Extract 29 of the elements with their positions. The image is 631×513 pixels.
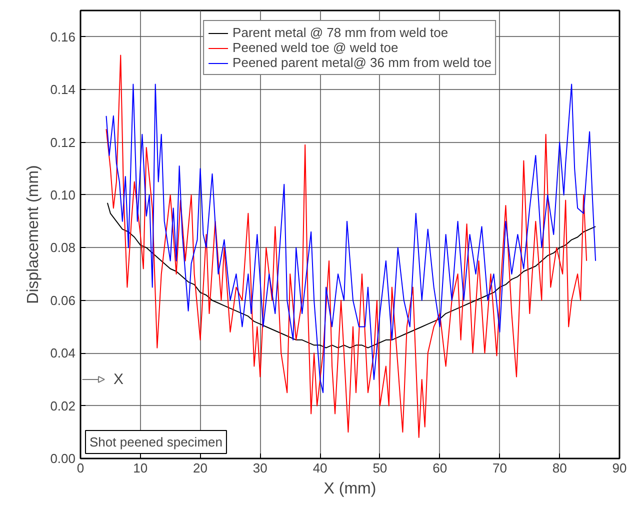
y-tick-label: 0.06 [50,292,76,308]
y-tick-label: 0.16 [50,29,76,44]
x-tick-label: 50 [372,460,388,476]
y-tick-label: 0.10 [50,187,76,202]
legend-label: Peened parent metal@ 36 mm from weld toe [232,55,492,70]
y-tick-label: 0.02 [50,398,76,414]
x-tick-label: 30 [252,460,268,476]
x-tick-label: 70 [492,460,507,476]
y-tick-label: 0.14 [50,82,76,98]
y-axis-title: Displacement (mm) [25,165,42,304]
annotation: X [113,370,124,388]
annotation: Shot peened specimen [90,434,222,450]
y-tick-label: 0.12 [50,134,76,150]
y-tick-label: 0.08 [50,240,76,256]
legend-label: Peened weld toe @ weld toe [232,40,398,55]
x-tick-label: 20 [193,460,208,476]
line-series [106,84,596,394]
x-tick-label: 10 [133,460,148,476]
x-tick-label: 80 [552,460,567,476]
line-series [106,54,588,438]
y-tick-label: 0.04 [50,346,76,361]
x-axis-title: X (mm) [324,480,376,498]
line-series [106,202,596,348]
x-tick-label: 90 [612,460,627,476]
legend-label: Parent metal @ 78 mm from weld toe [232,25,448,40]
x-tick-label: 60 [432,460,448,476]
x-tick-label: 40 [312,460,328,476]
x-tick-label: 0 [76,460,84,476]
y-tick-label: 0.00 [50,451,76,466]
